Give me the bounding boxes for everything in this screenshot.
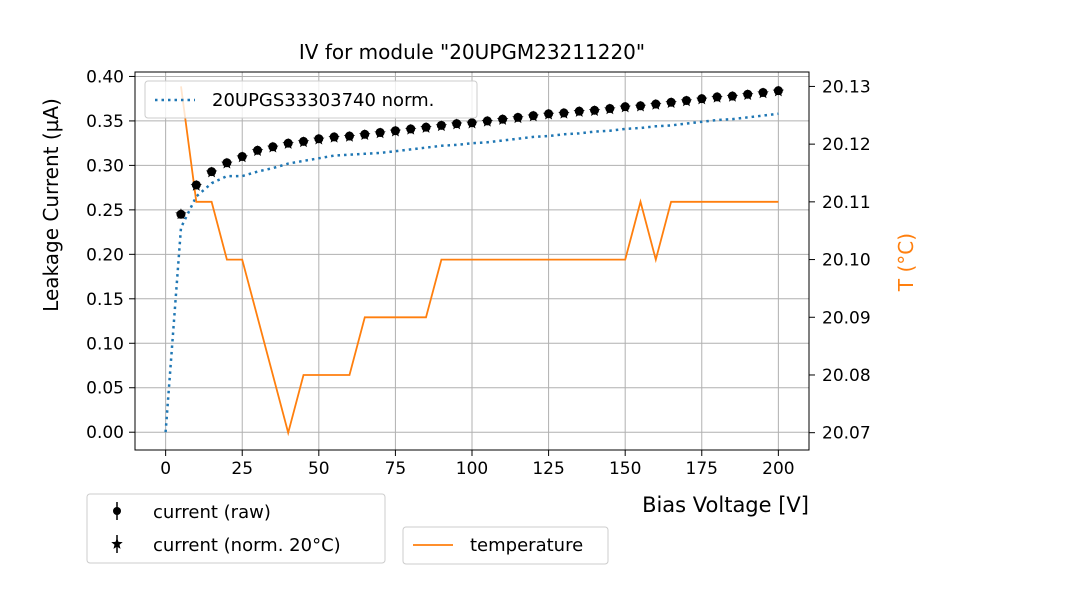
normalized-current-point bbox=[588, 105, 601, 116]
temperature-line bbox=[180, 86, 779, 437]
legend-lower-right-box bbox=[402, 526, 609, 565]
y2-axis-ticks: 20.07 20.08 20.09 20.10 20.11 20.12 20.13 bbox=[809, 77, 871, 444]
normalized-current-point bbox=[359, 129, 371, 140]
y-tick-label: 0.15 bbox=[86, 290, 124, 310]
reference-series bbox=[164, 112, 779, 433]
normalized-current-point bbox=[389, 125, 402, 137]
normalized-current-point bbox=[466, 117, 478, 129]
normalized-current-point bbox=[267, 141, 279, 153]
normalized-current-point bbox=[772, 85, 785, 97]
normalized-current-point bbox=[665, 97, 677, 108]
normalized-current-point bbox=[435, 120, 448, 132]
normalized-current-point bbox=[527, 110, 539, 122]
normalized-current-point bbox=[405, 123, 417, 135]
legend-raw-label: current (raw) bbox=[153, 502, 271, 523]
y-tick-label: 0.00 bbox=[86, 423, 124, 443]
normalized-current-point bbox=[450, 118, 463, 130]
temperature-series bbox=[180, 86, 779, 437]
normalized-current-point bbox=[558, 107, 570, 119]
y-tick-label: 0.30 bbox=[86, 156, 124, 176]
x-axis-label: Bias Voltage [V] bbox=[642, 493, 809, 517]
y2-tick-label: 20.11 bbox=[822, 193, 871, 213]
x-tick-label: 50 bbox=[308, 459, 330, 479]
x-axis-ticks: 0 25 50 75 100 125 150 175 200 bbox=[160, 450, 795, 479]
y-axis-ticks: 0.00 0.05 0.10 0.15 0.20 0.25 0.30 0.35 0.40 bbox=[86, 67, 135, 443]
normalized-current-point bbox=[251, 145, 264, 157]
y-tick-label: 0.35 bbox=[86, 112, 124, 132]
normalized-current-point bbox=[573, 106, 585, 117]
legend-norm-label: current (norm. 20°C) bbox=[153, 535, 341, 556]
y-tick-label: 0.05 bbox=[86, 379, 124, 399]
x-tick-label: 150 bbox=[609, 459, 641, 479]
normalized-current-point bbox=[190, 179, 202, 191]
normalized-current-point bbox=[374, 127, 386, 139]
legend-reference-label: 20UPGS33303740 norm. bbox=[212, 90, 434, 111]
normalized-current-point bbox=[496, 114, 509, 125]
current-markers bbox=[175, 85, 785, 220]
y-axis-label: Leakage Current (µA) bbox=[39, 98, 63, 312]
normalized-current-point bbox=[696, 93, 708, 105]
x-tick-label: 0 bbox=[160, 459, 171, 479]
x-tick-label: 75 bbox=[385, 459, 407, 479]
legend-upper: 20UPGS33303740 norm. bbox=[144, 80, 478, 119]
normalized-current-point bbox=[328, 131, 340, 143]
legend-upper-box bbox=[144, 80, 478, 119]
normalized-current-point bbox=[650, 98, 662, 110]
normalized-current-point bbox=[297, 136, 310, 148]
normalized-current-point bbox=[542, 108, 555, 120]
normalized-current-point bbox=[512, 112, 524, 124]
normalized-current-point bbox=[282, 138, 294, 149]
normalized-current-point bbox=[236, 151, 248, 163]
normalized-current-point bbox=[481, 115, 494, 127]
legend-lower-right: temperature bbox=[402, 526, 609, 565]
y-tick-label: 0.10 bbox=[86, 334, 124, 354]
x-tick-label: 175 bbox=[686, 459, 718, 479]
normalized-current-point bbox=[343, 130, 356, 142]
y-tick-label: 0.25 bbox=[86, 201, 124, 221]
y-tick-label: 0.40 bbox=[86, 67, 124, 87]
y2-tick-label: 20.13 bbox=[822, 77, 871, 97]
normalized-current-point bbox=[726, 90, 739, 102]
normalized-current-point bbox=[420, 122, 432, 133]
normalized-current-point bbox=[205, 166, 218, 178]
x-tick-label: 200 bbox=[762, 459, 794, 479]
y2-tick-label: 20.10 bbox=[822, 251, 871, 271]
y-tick-label: 0.20 bbox=[86, 245, 124, 265]
y2-tick-label: 20.09 bbox=[822, 308, 871, 328]
normalized-current-point bbox=[634, 100, 647, 112]
y2-axis-label: T (°C) bbox=[894, 233, 918, 292]
normalized-current-point bbox=[619, 101, 631, 113]
normalized-current-point bbox=[313, 133, 325, 145]
legend-temperature-label: temperature bbox=[470, 535, 583, 556]
normalized-current-point bbox=[221, 157, 233, 169]
normalized-current-point bbox=[742, 89, 754, 100]
normalized-current-point bbox=[604, 103, 616, 115]
normalized-current-point bbox=[711, 91, 723, 103]
normalized-current-point bbox=[680, 95, 693, 107]
y2-tick-label: 20.07 bbox=[822, 424, 871, 444]
legend-norm-marker bbox=[111, 538, 123, 549]
y2-tick-label: 20.08 bbox=[822, 366, 871, 386]
y2-tick-label: 20.12 bbox=[822, 135, 871, 155]
x-tick-label: 125 bbox=[532, 459, 564, 479]
normalized-current-point bbox=[175, 208, 187, 220]
legend-lower-left-box bbox=[86, 493, 386, 564]
reference-line bbox=[164, 112, 779, 433]
legend-raw-marker bbox=[113, 507, 121, 515]
normalized-current-point bbox=[757, 87, 769, 99]
x-tick-label: 100 bbox=[456, 459, 488, 479]
legend-lower-left: current (raw) current (norm. 20°C) bbox=[86, 493, 386, 564]
chart-title: IV for module "20UPGM23211220" bbox=[299, 40, 645, 64]
x-tick-label: 25 bbox=[231, 459, 253, 479]
